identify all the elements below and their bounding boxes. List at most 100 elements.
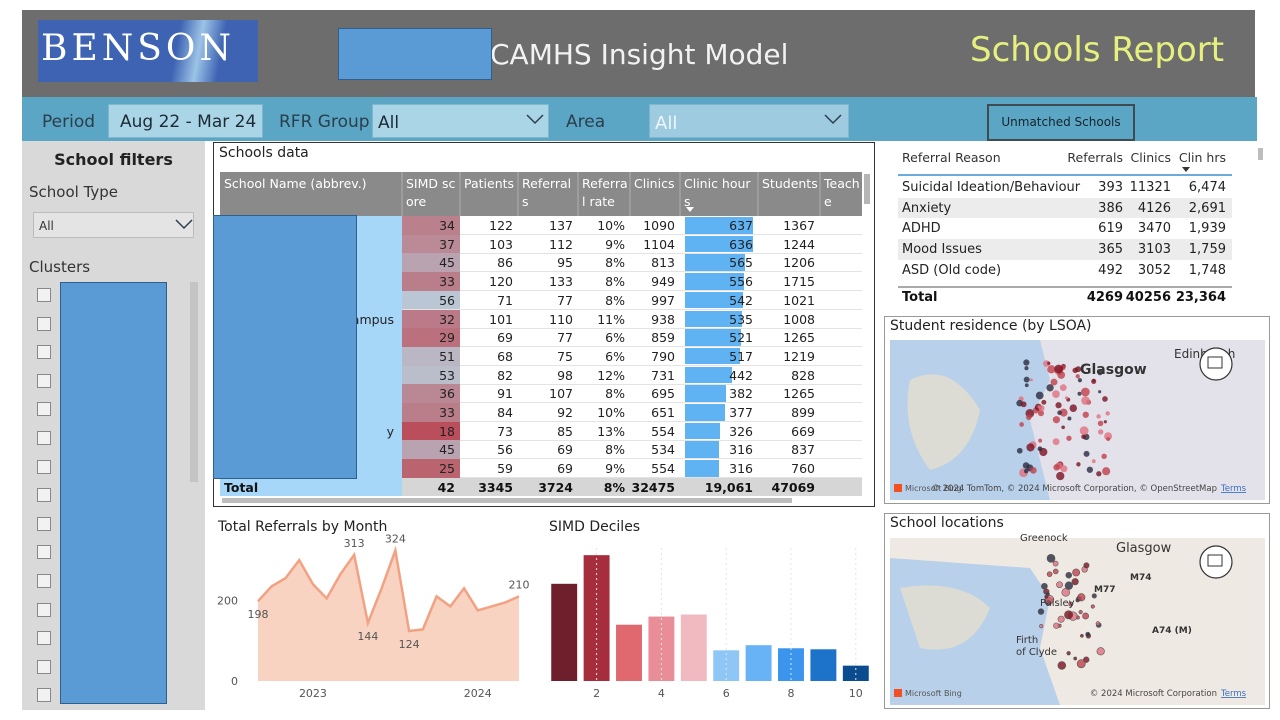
clinic-hours-bar — [685, 273, 745, 290]
cell: 938 — [651, 311, 675, 327]
checkbox[interactable] — [37, 316, 51, 331]
reasons-cell: Suicidal Ideation/Behaviour — [902, 180, 1081, 195]
map-focus-button[interactable] — [1199, 347, 1233, 381]
checkbox[interactable] — [37, 602, 51, 617]
cell: 69 — [557, 461, 573, 477]
area-dropdown[interactable] — [649, 104, 849, 138]
cell: 8% — [605, 442, 625, 458]
cell: 69 — [557, 442, 573, 458]
cell: 29 — [439, 330, 455, 346]
cell: 8% — [605, 386, 625, 402]
map-dot — [1066, 651, 1071, 656]
checkbox[interactable] — [37, 345, 51, 360]
x-tick-label: 2024 — [464, 687, 492, 700]
map-dot — [1061, 588, 1071, 597]
cell: 77 — [557, 330, 573, 346]
map-title: Student residence (by LSOA) — [890, 318, 1092, 334]
row-line — [402, 364, 862, 366]
clinic-hours-bar — [685, 422, 720, 440]
map-focus-button[interactable] — [1199, 545, 1233, 579]
v-scrollbar[interactable] — [864, 174, 870, 204]
map-focus-icon — [1207, 356, 1223, 369]
checkbox[interactable] — [37, 288, 51, 302]
rfr-dropdown[interactable] — [372, 104, 549, 138]
cell: 107 — [549, 386, 573, 402]
cell: 9% — [605, 461, 625, 477]
map-dot — [1037, 446, 1043, 452]
period-label: Period — [42, 112, 96, 132]
total-cell: 47069 — [771, 480, 816, 495]
period-slicer[interactable] — [108, 104, 263, 138]
checkbox[interactable] — [37, 545, 51, 560]
checkbox[interactable] — [37, 574, 51, 588]
map-dot — [1039, 624, 1044, 629]
total-cell: 42 — [437, 480, 455, 495]
map-terms[interactable]: Terms — [1220, 689, 1247, 699]
map-title: School locations — [890, 515, 1004, 531]
cell: 828 — [791, 367, 815, 383]
map-dot — [1075, 374, 1080, 379]
map-dot — [1059, 384, 1067, 391]
cell: 542 — [729, 292, 753, 308]
cell: 997 — [651, 292, 675, 308]
map-dot — [1065, 571, 1073, 579]
sidebar-scrollbar[interactable] — [190, 282, 198, 482]
checkbox[interactable] — [37, 631, 51, 646]
checkbox[interactable] — [37, 373, 51, 388]
cell: 899 — [791, 405, 815, 420]
column-header: Students — [762, 176, 818, 191]
map-dot — [1038, 438, 1043, 443]
cell: 45 — [439, 442, 455, 458]
checkbox[interactable] — [37, 516, 51, 531]
reasons-total: Total — [902, 290, 938, 305]
map-dot — [1037, 410, 1044, 417]
cell: 813 — [651, 255, 675, 271]
cell: 1367 — [783, 218, 815, 233]
h-scrollbar[interactable] — [222, 498, 792, 503]
cell: 110 — [549, 311, 573, 327]
map-place: of Clyde — [1016, 647, 1057, 658]
reasons-cell: 386 — [1098, 200, 1123, 216]
checkbox[interactable] — [37, 402, 51, 417]
reasons-cell: ADHD — [902, 221, 941, 237]
map-dot — [1102, 396, 1108, 402]
map-dot — [1054, 364, 1064, 374]
map-dot — [1072, 367, 1078, 374]
cell: 1715 — [783, 274, 815, 290]
map-dot — [1023, 376, 1030, 383]
clinic-hours-bar — [685, 254, 746, 271]
school-type-dropdown[interactable] — [33, 212, 194, 238]
map-terms[interactable]: Terms — [1220, 484, 1247, 494]
cell: 1206 — [783, 255, 815, 271]
simd-cell — [402, 253, 460, 273]
cell: 382 — [729, 386, 753, 402]
map-dot — [1106, 437, 1111, 442]
data-label: 198 — [248, 608, 269, 621]
map-dot — [1016, 447, 1023, 454]
map-dot — [1041, 582, 1048, 590]
reasons-cell: 3103 — [1137, 242, 1171, 258]
map-dot — [1080, 633, 1084, 638]
cell: 534 — [651, 442, 675, 458]
y-tick-label: 0 — [231, 675, 238, 688]
checkbox[interactable] — [37, 688, 51, 703]
checkbox[interactable] — [37, 431, 51, 445]
cell: 6% — [605, 348, 625, 364]
map-dot — [1072, 568, 1081, 577]
column-header: School Name (abbrev.) — [224, 176, 367, 191]
checkbox[interactable] — [37, 659, 51, 674]
checkbox[interactable] — [37, 459, 51, 474]
simd-cell — [402, 459, 460, 478]
map-dot — [1076, 462, 1081, 467]
unmatched-button[interactable]: Unmatched Schools — [987, 104, 1135, 141]
map-dot — [1090, 604, 1095, 609]
reasons-cell: 619 — [1098, 221, 1123, 237]
map-brand: Microsoft Bing — [905, 484, 962, 493]
cell: 637 — [729, 218, 753, 233]
checkbox[interactable] — [37, 488, 51, 503]
cell: 59 — [497, 461, 513, 477]
map-dot — [1050, 378, 1058, 386]
reasons-scrollbar[interactable] — [1258, 148, 1263, 160]
cell: 36 — [439, 386, 455, 402]
